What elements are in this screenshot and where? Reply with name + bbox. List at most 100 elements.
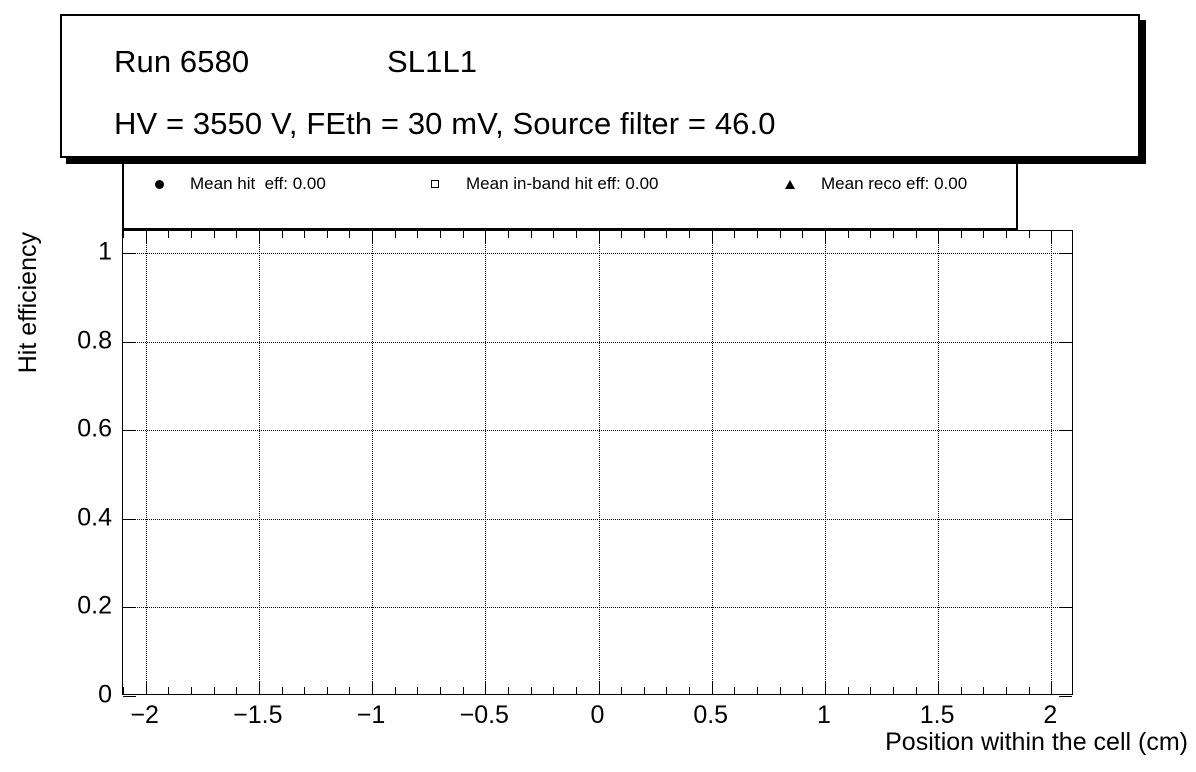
x-tick-minor [462,231,464,238]
x-tick-minor [440,231,441,238]
x-tick-label: −1.5 [233,701,283,729]
grid-line-vertical [598,231,600,694]
x-tick-minor [236,687,238,694]
x-tick-minor [168,687,170,694]
x-tick-major [485,681,487,694]
x-tick-minor [394,231,396,238]
x-tick-major [598,681,600,694]
x-tick-minor [553,687,555,694]
plot-frame [122,230,1073,697]
y-tick-major [1059,607,1072,609]
x-tick-minor [779,687,781,694]
y-tick-major [123,696,136,697]
x-tick-label: 1.5 [919,701,955,729]
x-tick-minor [960,687,962,694]
x-tick-major [258,681,260,694]
x-tick-major [824,231,826,244]
legend-entry-in-band-hit-eff: Mean in-band hit eff: 0.00 [422,172,659,196]
x-tick-minor [349,687,351,694]
x-tick-minor [281,231,283,238]
x-axis-title: Position within the cell (cm) [885,728,1188,756]
x-tick-minor [621,231,623,238]
x-tick-minor [394,687,396,694]
x-tick-major [711,231,713,244]
legend-entry-hit-eff: Mean hit eff: 0.00 [146,172,326,196]
y-tick-label: 0.4 [77,503,112,532]
x-tick-minor [190,687,192,694]
y-tick-major [123,253,136,255]
x-tick-minor [643,231,645,238]
x-tick-minor [1028,231,1030,238]
title-run-label: Run 6580 [114,44,250,79]
grid-line-horizontal [123,518,1072,520]
y-tick-label: 0.2 [77,591,112,620]
grid-line-vertical [258,231,260,694]
legend-label-in-band-hit-eff: Mean in-band hit eff: 0.00 [466,174,659,193]
x-tick-minor [553,231,555,238]
title-settings-label: HV = 3550 V, FEth = 30 mV, Source filter… [114,106,776,141]
legend-label-reco-eff: Mean reco eff: 0.00 [821,174,968,193]
y-tick-major [123,430,136,432]
grid-line-vertical [372,231,374,694]
x-tick-minor [847,687,849,694]
x-tick-minor [168,231,170,238]
x-tick-major [711,681,713,694]
x-tick-minor [802,687,804,694]
x-tick-minor [892,687,894,694]
x-tick-minor [734,687,736,694]
legend-entry-reco-eff: Mean reco eff: 0.00 [777,172,967,196]
y-tick-major [1059,341,1072,343]
x-tick-minor [440,687,441,694]
grid-line-vertical [938,231,940,694]
x-tick-minor [983,231,985,238]
x-tick-minor [575,231,577,238]
x-tick-minor [915,231,917,238]
x-tick-label: 0.5 [693,701,729,729]
grid-line-vertical [485,231,487,694]
x-tick-label: 0 [590,701,605,729]
x-tick-minor [123,231,124,238]
x-tick-minor [213,687,215,694]
x-tick-minor [847,231,849,238]
y-tick-label: 0.6 [77,414,112,443]
y-tick-major [123,607,136,609]
y-tick-label: 0.8 [77,326,112,355]
grid-line-vertical [824,231,826,694]
x-tick-minor [326,687,328,694]
x-tick-minor [507,231,509,238]
x-tick-minor [236,231,238,238]
y-tick-major [123,518,136,520]
x-tick-minor [802,231,804,238]
x-tick-minor [870,687,872,694]
x-tick-minor [530,687,532,694]
x-tick-major [485,231,487,244]
x-tick-minor [779,231,781,238]
y-tick-major [1059,518,1072,520]
x-tick-minor [689,231,691,238]
x-tick-minor [190,231,192,238]
grid-line-vertical [711,231,713,694]
x-tick-major [258,231,260,244]
grid-line-horizontal [123,607,1072,609]
x-tick-major [938,681,940,694]
x-tick-minor [304,687,306,694]
x-tick-minor [870,231,872,238]
x-tick-minor [666,687,668,694]
x-tick-label: 1 [816,701,831,729]
x-tick-minor [349,231,351,238]
x-tick-minor [892,231,894,238]
x-tick-major [938,231,940,244]
x-tick-minor [1006,231,1008,238]
x-tick-minor [666,231,668,238]
grid-line-horizontal [123,341,1072,343]
x-tick-minor [621,687,623,694]
x-tick-minor [575,687,577,694]
x-tick-label: −2 [130,701,159,729]
x-tick-minor [281,687,283,694]
x-tick-minor [960,231,962,238]
y-tick-major [1059,253,1072,255]
y-tick-label: 1 [98,237,112,266]
x-tick-minor [757,231,758,238]
x-tick-minor [915,687,917,694]
title-box: Run 6580 SL1L1 HV = 3550 V, FEth = 30 mV… [60,14,1140,158]
